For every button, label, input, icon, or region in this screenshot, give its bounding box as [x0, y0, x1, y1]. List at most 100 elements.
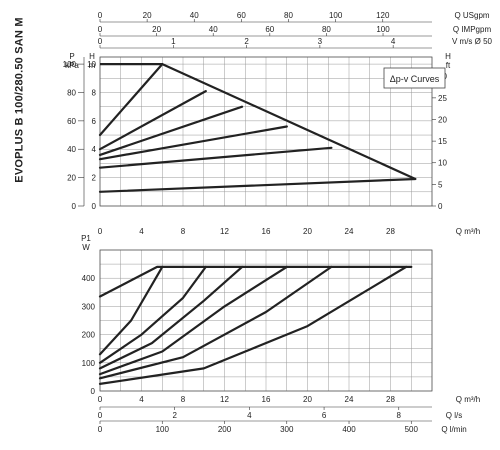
power-tick-label: 0	[91, 387, 96, 396]
power-q-tick-label: 4	[139, 395, 144, 404]
bottom-axis-tick-label: 6	[322, 411, 327, 420]
power-frame	[99, 249, 433, 392]
top-axis-tick-label: 0	[98, 11, 103, 20]
bottom-axis-tick-label: 100	[156, 425, 170, 434]
top-axis-tick-label: 100	[329, 11, 343, 20]
bottom-axis-tick-label: 400	[342, 425, 356, 434]
head-dp-v-curve	[98, 125, 288, 161]
power-curve	[98, 265, 244, 370]
bottom-axis-unit-label: Q l/min	[441, 425, 466, 434]
head-m-tick-label: 10	[87, 60, 96, 69]
top-axis-tick-label: 120	[376, 11, 390, 20]
head-q-tick-label: 28	[386, 227, 395, 236]
power-curve	[98, 265, 164, 356]
power-q-tick-label: 16	[262, 395, 271, 404]
head-frame	[99, 56, 433, 207]
bottom-axis-unit-label: Q l/s	[446, 411, 462, 420]
head-m-tick-label: 0	[92, 202, 97, 211]
top-axis-tick-label: 80	[284, 11, 293, 20]
head-dp-v-curve	[98, 177, 417, 193]
power-curve	[98, 265, 408, 385]
pressure-axis-label: kPa	[65, 61, 79, 70]
power-q-tick-label: 0	[98, 395, 103, 404]
head-q-tick-label: 8	[181, 227, 186, 236]
head-axis-label: m	[89, 61, 96, 70]
top-axis-tick-label: 0	[98, 25, 103, 34]
legend-label: Δp-v Curves	[390, 74, 440, 84]
head-dp-v-curve	[98, 62, 164, 137]
head-dp-v-curve	[98, 105, 244, 156]
power-q-tick-label: 24	[345, 395, 354, 404]
power-q-tick-label: 12	[220, 395, 229, 404]
power-curve	[98, 265, 413, 298]
head-m-tick-label: 6	[92, 117, 97, 126]
head-q-tick-label: 16	[262, 227, 271, 236]
top-axis-unit-label: Q USgpm	[454, 11, 489, 20]
pressure-tick-label: 20	[67, 174, 76, 183]
head-dp-v-curve	[98, 89, 207, 151]
bottom-axis-tick-label: 0	[98, 425, 103, 434]
head-m-tick-label: 8	[92, 88, 97, 97]
top-axis-tick-label: 60	[265, 25, 274, 34]
power-axis-label: P1	[81, 234, 91, 243]
power-tick-label: 300	[82, 302, 96, 311]
pressure-tick-label: 40	[67, 145, 76, 154]
head-m-tick-label: 4	[92, 145, 97, 154]
bottom-axis-tick-label: 500	[405, 425, 419, 434]
top-axis-tick-label: 2	[244, 37, 249, 46]
head-dp-v-curve	[98, 146, 333, 169]
top-axis-tick-label: 0	[98, 37, 103, 46]
power-q-unit-label: Q m³/h	[456, 395, 480, 404]
top-axis-tick-label: 80	[322, 25, 331, 34]
head-q-tick-label: 4	[139, 227, 144, 236]
head-m-tick-label: 2	[92, 174, 97, 183]
top-axis-tick-label: 40	[190, 11, 199, 20]
pressure-tick-label: 60	[67, 117, 76, 126]
bottom-axis-tick-label: 8	[397, 411, 402, 420]
head-ft-axis-label: H	[445, 52, 451, 61]
power-axis-label: W	[82, 243, 90, 252]
head-ft-axis-label: ft	[446, 61, 451, 70]
power-curve	[98, 265, 333, 380]
power-q-tick-label: 28	[386, 395, 395, 404]
bottom-axis-tick-label: 0	[98, 411, 103, 420]
top-axis-unit-label: V m/s Ø 50	[452, 37, 493, 46]
bottom-axis-tick-label: 4	[247, 411, 252, 420]
top-axis-tick-label: 3	[318, 37, 323, 46]
top-axis-unit-label: Q IMPgpm	[453, 25, 492, 34]
bottom-axis-tick-label: 200	[218, 425, 232, 434]
head-q-tick-label: 0	[98, 227, 103, 236]
legend-box	[383, 67, 446, 89]
power-q-tick-label: 8	[181, 395, 186, 404]
head-q-tick-label: 20	[303, 227, 312, 236]
top-axis-tick-label: 60	[237, 11, 246, 20]
head-ft-tick-label: 0	[438, 202, 443, 211]
power-q-tick-label: 20	[303, 395, 312, 404]
head-ft-tick-label: 15	[438, 137, 447, 146]
head-q-tick-label: 12	[220, 227, 229, 236]
top-axis-tick-label: 20	[143, 11, 152, 20]
power-curve	[98, 265, 207, 364]
power-tick-label: 100	[82, 359, 96, 368]
head-ft-tick-label: 20	[438, 115, 447, 124]
power-tick-label: 400	[82, 274, 96, 283]
top-axis-tick-label: 4	[391, 37, 396, 46]
pressure-tick-label: 100	[63, 60, 77, 69]
head-ft-tick-label: 10	[438, 159, 447, 168]
pressure-axis-label: P	[69, 52, 74, 61]
head-ft-tick-label: 25	[438, 94, 447, 103]
power-curve	[98, 265, 288, 376]
top-axis-tick-label: 100	[376, 25, 390, 34]
pressure-tick-label: 80	[67, 88, 76, 97]
head-q-unit-label: Q m³/h	[456, 227, 480, 236]
bottom-axis-tick-label: 300	[280, 425, 294, 434]
head-axis-label: H	[89, 52, 95, 61]
bottom-axis-tick-label: 2	[172, 411, 177, 420]
pressure-tick-label: 0	[72, 202, 77, 211]
head-q-tick-label: 24	[345, 227, 354, 236]
top-axis-tick-label: 20	[152, 25, 161, 34]
top-axis-tick-label: 40	[209, 25, 218, 34]
head-ft-tick-label: 5	[438, 180, 443, 189]
power-tick-label: 200	[82, 331, 96, 340]
